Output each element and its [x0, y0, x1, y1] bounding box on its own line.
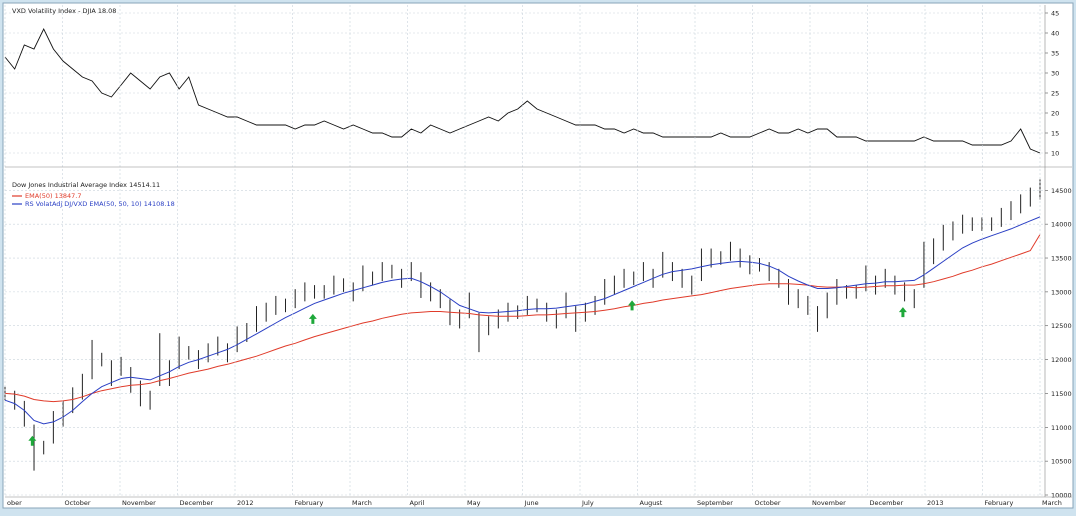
volatility-title: VXD Volatility Index - DJIA 18.08	[12, 7, 116, 15]
y-tick-label: 10000	[1051, 492, 1072, 500]
dow-title: Dow Jones Industrial Average Index 14514…	[12, 181, 160, 189]
x-tick-label: June	[524, 499, 539, 507]
x-tick-label: November	[812, 499, 846, 507]
x-tick-label: ober	[7, 499, 22, 507]
x-tick-label: October	[755, 499, 781, 507]
x-tick-label: October	[65, 499, 91, 507]
x-tick-label: August	[640, 499, 663, 507]
y-tick-label: 30	[1051, 70, 1059, 78]
y-tick-label: 45	[1051, 10, 1059, 18]
y-tick-label: 10	[1051, 150, 1059, 158]
y-tick-label: 10500	[1051, 458, 1072, 466]
y-tick-label: 13500	[1051, 255, 1072, 263]
up-arrow-marker	[308, 313, 317, 324]
chart-background	[2, 2, 1074, 509]
x-tick-label: November	[122, 499, 156, 507]
series-line	[4, 234, 1041, 403]
y-tick-label: 25	[1051, 90, 1059, 98]
y-tick-label: 11000	[1051, 424, 1072, 432]
x-axis: ober October November December 2012 February M…	[4, 5, 1072, 507]
x-tick-label: March	[1042, 499, 1062, 507]
y-tick-label: 14000	[1051, 221, 1072, 229]
y-tick-label: 11500	[1051, 390, 1072, 398]
up-arrow-marker	[628, 300, 637, 311]
x-tick-label: December	[180, 499, 214, 507]
y-tick-label: 12500	[1051, 322, 1072, 330]
x-tick-label: December	[870, 499, 904, 507]
x-tick-label: February	[295, 499, 324, 507]
y-tick-label: 15	[1051, 130, 1059, 138]
x-tick-label: May	[467, 499, 481, 507]
legend-rs: RS VolatAdj DJ/VXD EMA(50, 50, 10) 14108…	[25, 200, 175, 208]
dow-panel: 10000 10500 11000 11500 12000 12500 13000 13500…	[4, 179, 1072, 500]
y-tick-label: 40	[1051, 30, 1059, 38]
x-tick-label: February	[985, 499, 1014, 507]
y-tick-label: 20	[1051, 110, 1059, 118]
y-tick-label: 14500	[1051, 187, 1072, 195]
y-tick-label: 35	[1051, 50, 1059, 58]
up-arrow-marker	[28, 435, 37, 446]
x-tick-label: 2013	[927, 499, 944, 507]
x-tick-label: 2012	[237, 499, 254, 507]
x-tick-label: March	[352, 499, 372, 507]
y-tick-label: 13000	[1051, 288, 1072, 296]
x-tick-label: July	[581, 499, 594, 507]
y-tick-label: 12000	[1051, 356, 1072, 364]
x-tick-label: September	[697, 499, 733, 507]
up-arrow-marker	[898, 307, 907, 318]
x-tick-label: April	[410, 499, 425, 507]
legend-ema: EMA(50) 13847.7	[25, 192, 81, 200]
